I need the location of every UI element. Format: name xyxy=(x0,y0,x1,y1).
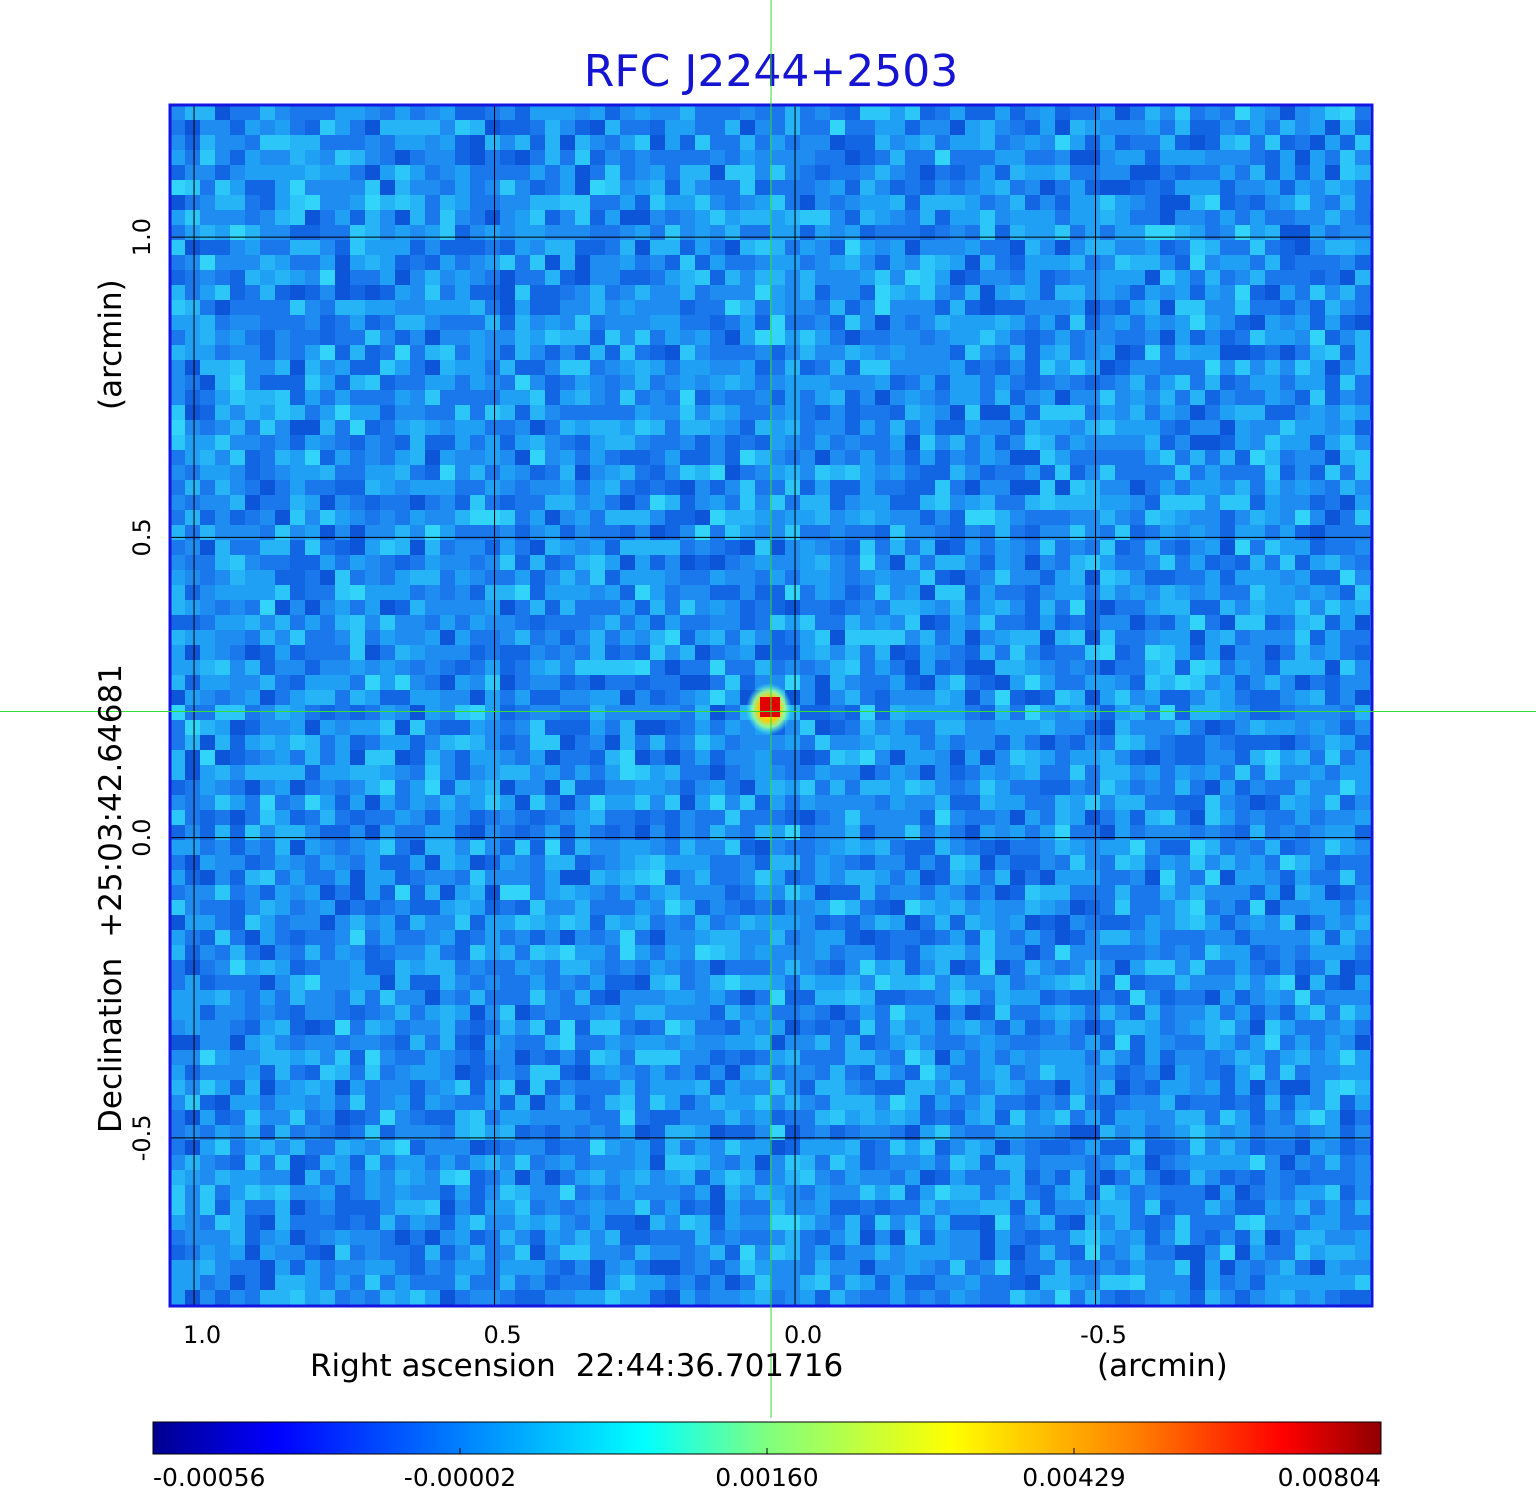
y-axis-unit: (arcmin) xyxy=(93,279,129,410)
colorbar-tick-label: -0.00002 xyxy=(404,1463,516,1492)
x-tick-labels: 1.0 0.5 0.0 -0.5 xyxy=(183,1321,1127,1349)
crosshair xyxy=(0,0,1536,1418)
source-peak-pixel xyxy=(760,697,780,717)
x-axis-label-text: Right ascension xyxy=(310,1348,556,1384)
colorbar-tick-label: 0.00804 xyxy=(1278,1463,1381,1492)
y-axis-label-text: Declination xyxy=(93,958,129,1133)
x-tick-label: 0.0 xyxy=(784,1321,822,1349)
y-tick-label: -0.5 xyxy=(128,1114,156,1161)
y-tick-label: 0.0 xyxy=(128,819,156,857)
x-tick-label: 0.5 xyxy=(483,1321,521,1349)
colorbar-tick-label: 0.00160 xyxy=(715,1463,818,1492)
x-axis-label: Right ascension 22:44:36.701716 xyxy=(310,1348,843,1384)
x-tick-label: 1.0 xyxy=(183,1321,221,1349)
colorbar-tick-label: 0.00429 xyxy=(1022,1463,1125,1492)
x-tick-label: -0.5 xyxy=(1080,1321,1127,1349)
x-axis-label-coord: 22:44:36.701716 xyxy=(576,1348,843,1384)
colorbar: -0.00056 -0.00002 0.00160 0.00429 0.00804 xyxy=(152,1421,1382,1492)
x-axis-unit: (arcmin) xyxy=(1097,1348,1228,1384)
y-tick-label: 1.0 xyxy=(128,218,156,256)
y-axis-label: Declination +25:03:42.64681 xyxy=(93,664,129,1133)
y-tick-labels: 1.0 0.5 0.0 -0.5 xyxy=(128,218,156,1161)
y-axis-label-coord: +25:03:42.64681 xyxy=(93,664,129,938)
y-tick-label: 0.5 xyxy=(128,518,156,556)
colorbar-ticks: -0.00056 -0.00002 0.00160 0.00429 0.00804 xyxy=(152,1448,1382,1492)
colorbar-tick-label: -0.00056 xyxy=(153,1463,265,1492)
